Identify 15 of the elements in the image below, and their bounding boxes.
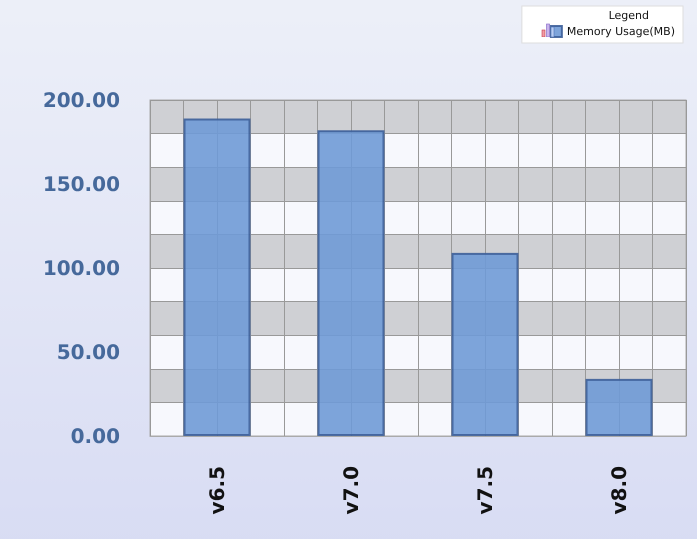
y-tick-label: 150.00 [42, 172, 120, 196]
bar [586, 378, 652, 436]
y-tick-label: 0.00 [70, 424, 120, 448]
y-tick-label: 100.00 [42, 256, 120, 280]
bar [184, 118, 250, 436]
y-tick-label: 200.00 [42, 88, 120, 112]
x-tick-label: v8.0 [607, 466, 631, 514]
legend-title: Legend [608, 9, 650, 22]
y-tick-label: 50.00 [56, 340, 120, 364]
x-tick-label: v7.5 [473, 466, 497, 514]
x-tick-label: v7.0 [339, 466, 363, 514]
bar [452, 252, 518, 436]
x-tick-label: v6.5 [205, 466, 229, 514]
bar [318, 130, 384, 436]
legend-label: Memory Usage(MB) [566, 25, 676, 38]
